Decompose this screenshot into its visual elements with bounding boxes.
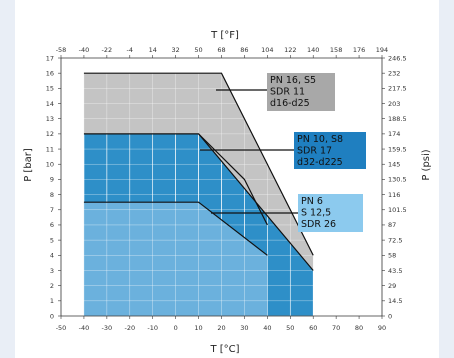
callout-text-pn6-1: S 12,5	[301, 208, 331, 219]
callout-text-pn6-0: PN 6	[301, 196, 323, 207]
bottom-tick-label-12: 70	[332, 324, 340, 332]
bottom-tick-label-11: 60	[309, 324, 317, 332]
top-tick-label-14: 194	[376, 46, 388, 54]
left-tick-label-5: 5	[50, 236, 54, 244]
bottom-tick-label-5: 0	[174, 324, 178, 332]
bottom-tick-label-9: 40	[263, 324, 271, 332]
right-tick-label-9: 130.5	[388, 176, 407, 184]
right-tick-label-5: 72.5	[388, 236, 402, 244]
left-tick-label-16: 16	[46, 69, 54, 77]
left-tick-label-17: 17	[46, 54, 54, 62]
bottom-tick-label-3: -20	[124, 324, 135, 332]
right-tick-label-14: 203	[388, 100, 400, 108]
top-tick-label-13: 176	[353, 46, 365, 54]
left-tick-label-8: 8	[50, 191, 54, 199]
left-tick-label-2: 2	[50, 282, 54, 290]
left-tick-label-11: 11	[46, 145, 54, 153]
left-tick-label-14: 14	[46, 100, 54, 108]
left-tick-label-0: 0	[50, 312, 54, 320]
left-tick-label-7: 7	[50, 206, 54, 214]
callout-text-pn10-1: SDR 17	[297, 146, 332, 157]
bottom-axis-title: T [°C]	[209, 344, 239, 355]
callout-box-pn10	[294, 132, 366, 169]
right-axis-title: P (psi)	[421, 149, 432, 180]
right-tick-label-15: 217.5	[388, 85, 407, 93]
series-line-pn6	[83, 201, 268, 256]
left-tick-label-15: 15	[46, 85, 54, 93]
right-tick-label-12: 174	[388, 130, 400, 138]
top-tick-label-4: 14	[149, 46, 157, 54]
top-tick-label-2: -22	[102, 46, 113, 54]
bottom-tick-label-2: -30	[102, 324, 113, 332]
right-tick-label-2: 29	[388, 282, 396, 290]
left-tick-label-4: 4	[50, 252, 54, 260]
bottom-tick-label-10: 50	[286, 324, 294, 332]
right-tick-label-7: 101.5	[388, 206, 407, 214]
top-tick-label-0: -58	[56, 46, 67, 54]
top-tick-label-3: -4	[127, 46, 133, 54]
callout-text-pn10-0: PN 10, S8	[297, 134, 343, 145]
bottom-tick-label-14: 90	[378, 324, 386, 332]
left-axis-title: P [bar]	[23, 148, 34, 182]
series-line-pn16	[83, 72, 314, 256]
right-tick-label-11: 159.5	[388, 145, 407, 153]
bottom-tick-label-6: 10	[194, 324, 202, 332]
callout-box-pn6	[298, 194, 363, 232]
right-tick-label-3: 43.5	[388, 267, 402, 275]
top-tick-label-10: 122	[284, 46, 296, 54]
right-tick-label-10: 145	[388, 161, 400, 169]
right-tick-label-16: 232	[388, 69, 400, 77]
callout-text-pn16-1: SDR 11	[270, 87, 305, 98]
left-tick-label-12: 12	[46, 130, 54, 138]
top-axis-title: T [°F]	[210, 30, 239, 41]
right-tick-label-13: 188.5	[388, 115, 407, 123]
right-tick-label-17: 246.5	[388, 54, 407, 62]
right-tick-label-0: 0	[388, 312, 392, 320]
right-tick-label-4: 58	[388, 252, 396, 260]
top-tick-label-9: 104	[261, 46, 273, 54]
series-curve-pn10-inner	[198, 133, 268, 226]
left-tick-label-9: 9	[50, 176, 54, 184]
top-tick-label-11: 140	[307, 46, 319, 54]
left-tick-label-1: 1	[50, 297, 54, 305]
top-tick-label-5: 32	[172, 46, 180, 54]
bottom-tick-label-13: 80	[355, 324, 363, 332]
top-tick-label-8: 86	[240, 46, 248, 54]
left-tick-label-13: 13	[46, 115, 54, 123]
pressure-temperature-chart: -50 -58 -40 -40 -30 -22 -20 -4 -10 14 0 32 10 50 20 68 3…	[15, 0, 439, 358]
left-tick-label-10: 10	[46, 161, 54, 169]
chart-svg: -50-58-40-40-30-22-20-4-1014032105020683…	[15, 0, 439, 358]
top-tick-label-6: 50	[194, 46, 202, 54]
callout-text-pn10-2: d32-d225	[297, 157, 343, 168]
top-tick-label-1: -40	[79, 46, 90, 54]
right-tick-label-6: 87	[388, 221, 396, 229]
bottom-tick-label-0: -50	[56, 324, 67, 332]
bottom-tick-label-8: 30	[240, 324, 248, 332]
callout-text-pn16-0: PN 16, S5	[270, 75, 316, 86]
bottom-tick-label-1: -40	[79, 324, 90, 332]
bottom-tick-label-4: -10	[147, 324, 158, 332]
top-tick-label-12: 158	[330, 46, 342, 54]
bottom-tick-label-7: 20	[217, 324, 225, 332]
top-tick-label-7: 68	[217, 46, 225, 54]
callout-text-pn16-2: d16-d25	[270, 98, 310, 109]
right-tick-label-1: 14.5	[388, 297, 402, 305]
left-tick-label-6: 6	[50, 221, 54, 229]
left-tick-label-3: 3	[50, 267, 54, 275]
callout-text-pn6-2: SDR 26	[301, 219, 336, 230]
right-tick-label-8: 116	[388, 191, 400, 199]
callout-box-pn16	[267, 73, 335, 111]
